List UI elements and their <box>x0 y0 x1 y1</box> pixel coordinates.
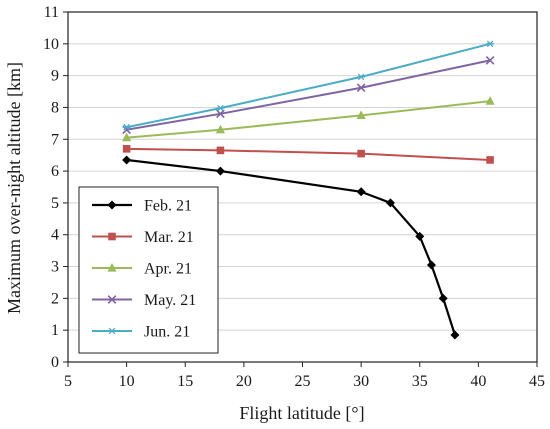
y-tick-label: 4 <box>51 227 59 244</box>
legend-item: May. 21 <box>92 292 196 309</box>
series-mar-21 <box>122 145 494 164</box>
y-tick-label: 1 <box>51 322 59 339</box>
y-tick-label: 3 <box>51 259 59 276</box>
y-axis-title: Maximum over-night altitude [km] <box>4 62 24 314</box>
legend-label: Feb. 21 <box>144 198 192 215</box>
legend-item: Jun. 21 <box>92 324 190 341</box>
data-point <box>122 155 132 165</box>
y-tick-label: 8 <box>51 99 59 116</box>
data-point <box>122 145 131 153</box>
legend-marker <box>107 200 117 210</box>
x-tick-label: 20 <box>236 373 252 390</box>
y-tick-label: 0 <box>51 354 59 371</box>
series-group <box>122 40 495 340</box>
legend-label: Jun. 21 <box>144 324 190 341</box>
legend-item: Feb. 21 <box>92 198 192 215</box>
series-apr-21 <box>122 96 495 142</box>
data-point <box>215 166 225 176</box>
x-tick-label: 5 <box>64 373 72 390</box>
data-point <box>486 156 494 164</box>
series-line <box>126 42 491 129</box>
data-point <box>122 132 132 142</box>
y-tick-label: 9 <box>51 68 59 85</box>
series-line <box>126 158 456 336</box>
series-may-21 <box>122 55 495 135</box>
series-feb-21 <box>122 155 460 340</box>
data-point <box>415 231 425 241</box>
legend: Feb. 21 Mar. 21 Apr. 21 May. 21 Jun. 21 <box>78 186 219 354</box>
y-tick-label: 11 <box>44 4 59 21</box>
data-point <box>357 149 365 158</box>
x-tick-label: 10 <box>119 373 135 390</box>
x-tick-label: 45 <box>529 373 545 390</box>
legend-label: May. 21 <box>144 292 196 309</box>
data-point <box>486 40 495 48</box>
legend-marker <box>108 327 116 335</box>
data-point <box>122 123 131 131</box>
legend-label: Apr. 21 <box>144 261 192 278</box>
y-tick-label: 6 <box>51 163 59 180</box>
x-axis-title: Flight latitude [°] <box>239 403 364 423</box>
series-line <box>126 147 491 161</box>
data-point <box>485 96 495 105</box>
x-tick-label: 35 <box>412 373 428 390</box>
legend-box <box>78 186 219 354</box>
y-tick-label: 5 <box>51 195 59 212</box>
legend-marker <box>108 232 116 241</box>
data-point <box>216 109 225 119</box>
series-jun-21 <box>122 40 495 131</box>
data-point <box>356 187 366 197</box>
legend-marker <box>107 295 117 304</box>
data-point <box>485 55 495 65</box>
data-point <box>215 124 226 134</box>
legend-marker <box>107 263 117 272</box>
data-point <box>356 83 366 93</box>
data-point <box>450 330 460 340</box>
data-point <box>426 260 436 270</box>
x-tick-label: 40 <box>470 373 486 390</box>
series-line <box>126 100 491 139</box>
legend-label: Mar. 21 <box>144 229 194 246</box>
data-point <box>385 198 395 208</box>
data-point <box>216 104 225 112</box>
data-point <box>438 293 448 303</box>
y-tick-label: 2 <box>51 290 59 307</box>
legend-item: Apr. 21 <box>92 261 192 278</box>
y-tick-label: 10 <box>43 36 59 53</box>
series-line <box>126 59 491 131</box>
x-tick-label: 25 <box>295 373 311 390</box>
x-tick-label: 30 <box>353 373 369 390</box>
data-point <box>356 110 366 120</box>
y-tick-label: 7 <box>51 131 59 148</box>
x-tick-label: 15 <box>177 373 193 390</box>
legend-item: Mar. 21 <box>92 229 194 246</box>
data-point <box>216 146 225 155</box>
data-point <box>357 73 366 81</box>
